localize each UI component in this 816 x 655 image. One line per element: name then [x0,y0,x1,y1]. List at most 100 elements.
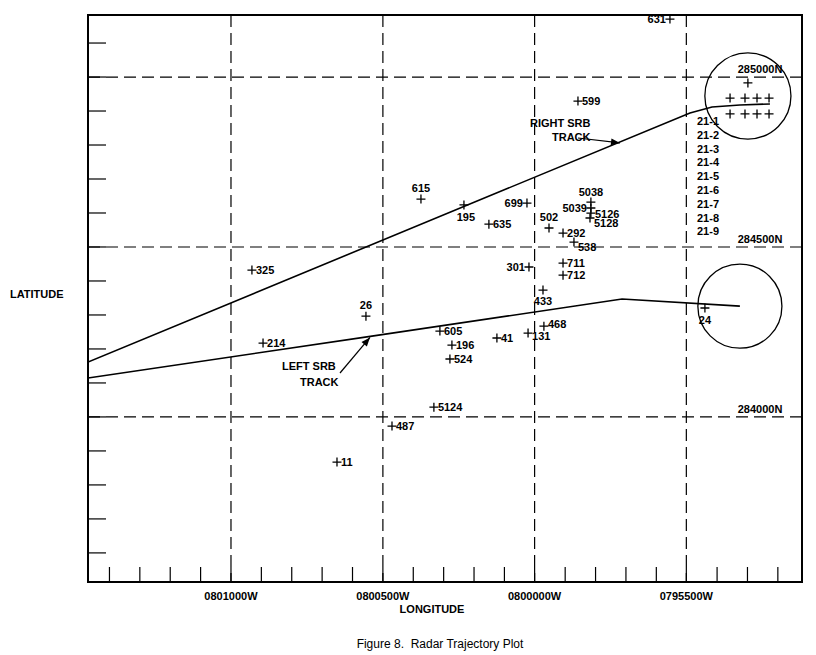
arrow-head [611,138,620,145]
point-label: 5038 [579,186,603,198]
minor-tick [88,178,106,179]
minor-tick [88,348,106,349]
minor-tick [656,567,657,582]
tick [88,416,106,417]
minor-tick [88,144,106,145]
point-label: 5124 [438,401,463,413]
point-label: 712 [567,269,585,281]
minor-tick [716,567,717,582]
radar-point [726,94,735,103]
tick [534,567,535,582]
tick-label: 284500N [738,233,783,245]
tick-label: 0801000W [204,590,258,602]
point-label: 21-7 [697,198,719,210]
label-layer: 6315996151956995038503951265128635502292… [256,13,720,468]
radar-point [665,15,674,24]
minor-tick [88,382,106,383]
plot-frame [88,15,802,582]
minor-tick [504,567,505,582]
point-label: 487 [396,420,414,432]
arrow-head [362,337,370,346]
minor-tick [139,567,140,582]
minor-tick [261,567,262,582]
point-label: 21-8 [697,212,719,224]
point-label: 599 [582,95,600,107]
grid-line [88,76,802,77]
tick-label: 0800000W [508,590,562,602]
minor-tick [200,567,201,582]
point-label: 325 [256,264,274,276]
grid-line [382,15,383,582]
point-label: 21-1 [697,115,719,127]
minor-tick [88,552,106,553]
radar-point [740,94,749,103]
minor-tick [88,450,106,451]
radar-point [361,312,370,321]
point-label: 538 [578,241,596,253]
chart-title: Figure 8. Radar Trajectory Plot [357,637,524,651]
y-axis-title: LATITUDE [10,288,64,300]
track-label: TRACK [552,131,591,143]
minor-tick [109,567,110,582]
track-line [88,299,740,378]
radar-point [743,78,752,87]
grid-line [88,416,802,417]
minor-tick [322,567,323,582]
radar-point [753,109,762,118]
minor-tick [443,567,444,582]
tick-label: 0795500W [660,590,714,602]
point-label: 301 [507,261,525,273]
arrow [340,337,370,373]
radar-point [522,199,531,208]
tick [382,567,383,582]
radar-point [740,109,749,118]
point-label: 615 [412,182,430,194]
track-label: RIGHT SRB [530,117,591,129]
point-label: 21-2 [697,129,719,141]
point-label: 26 [360,299,372,311]
background [0,0,816,655]
point-label: 21-5 [697,170,719,182]
grid-line [686,15,687,582]
minor-tick [565,567,566,582]
point-label: 605 [444,325,462,337]
minor-tick [88,212,106,213]
radar-point [416,195,425,204]
minor-tick [88,484,106,485]
tick [230,567,231,582]
minor-tick [88,42,106,43]
point-label: 699 [505,197,523,209]
tick-label: 0800500W [356,590,410,602]
minor-tick [88,518,106,519]
tick [88,76,106,77]
minor-tick [413,567,414,582]
tick-label: 285000N [738,63,783,75]
point-label: 433 [534,295,552,307]
point-label: 5039 [562,202,586,214]
point-label: 21-6 [697,184,719,196]
radar-point [524,262,533,271]
point-label: 631 [648,13,666,25]
minor-tick [88,280,106,281]
point-label: 635 [493,218,511,230]
point-label: 195 [457,211,475,223]
radar-point [753,94,762,103]
point-label: 21-3 [697,143,719,155]
point-label: 292 [567,227,585,239]
chart: 0801000W0800500W0800000W0795500W284000N2… [0,0,816,655]
point-label: 214 [267,337,286,349]
point-label: 5128 [594,217,618,229]
minor-tick [625,567,626,582]
point-label: 41 [501,332,513,344]
point-label: 21-9 [697,225,719,237]
minor-tick [291,567,292,582]
point-label: 524 [454,353,473,365]
radar-point [765,94,774,103]
minor-tick [88,110,106,111]
track-label: TRACK [300,376,339,388]
radar-point [726,109,735,118]
minor-tick [595,567,596,582]
tick [88,246,106,247]
minor-tick [473,567,474,582]
plot-area [88,15,791,467]
